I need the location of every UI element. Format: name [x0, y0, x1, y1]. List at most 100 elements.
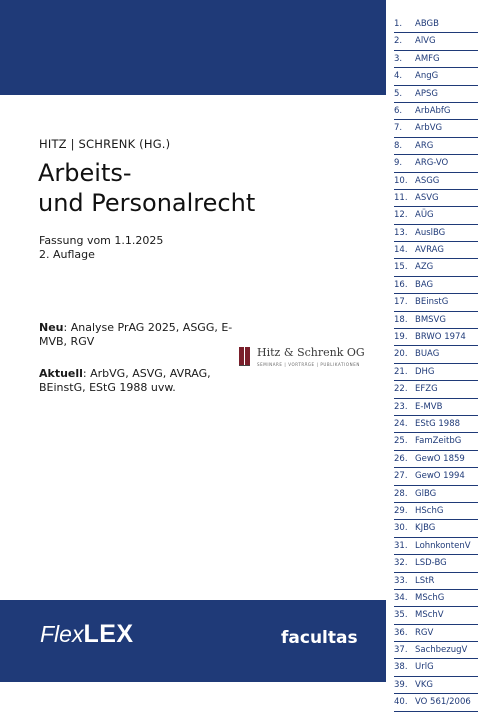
law-index-number: 38. — [394, 662, 408, 673]
edition-number: 2. Auflage — [39, 248, 95, 261]
law-index-number: 29. — [394, 505, 408, 516]
current-text: : ArbVG, ASVG, AVRAG, BEinstG, EStG 1988… — [39, 367, 211, 394]
new-label: Neu — [39, 321, 64, 334]
law-index-item: 27. GewO 1994 — [394, 468, 478, 486]
law-index-item: 38. UrlG — [394, 659, 478, 677]
law-index-name: EFZG — [415, 384, 438, 395]
law-index-item: 26. GewO 1859 — [394, 451, 478, 469]
law-index-name: VKG — [415, 679, 433, 690]
law-index-number: 15. — [394, 262, 408, 273]
law-index-item: 25. FamZeitbG — [394, 433, 478, 451]
series-brand: FlexLEX — [40, 620, 134, 649]
law-index-number: 35. — [394, 610, 408, 621]
law-index-name: ASGG — [415, 175, 440, 186]
law-index-item: 37. SachbezugV — [394, 642, 478, 660]
law-index-number: 36. — [394, 627, 408, 638]
law-index-number: 34. — [394, 592, 408, 603]
law-index-item: 28. GlBG — [394, 486, 478, 503]
law-index-item: 15. AZG — [394, 259, 478, 277]
law-index-number: 13. — [394, 227, 408, 238]
law-index-item: 17. BEinstG — [394, 294, 478, 312]
law-index-item: 33. LStR — [394, 573, 478, 590]
law-index-name: HSchG — [415, 505, 444, 516]
law-index-item: 30. KJBG — [394, 520, 478, 538]
law-index-number: 8. — [394, 140, 403, 151]
law-index-number: 31. — [394, 540, 408, 551]
brand-flex: Flex — [40, 621, 84, 647]
law-index-sidebar: 1. ABGB 2. AlVG 3. AMFG 4. AngG 5. APSG 6. ArbAbfG 7… — [386, 0, 480, 712]
law-index-item: 7. ArbVG — [394, 120, 478, 138]
law-index-number: 40. — [394, 697, 408, 708]
law-index-name: AVRAG — [415, 245, 444, 256]
law-index-number: 4. — [394, 71, 403, 82]
law-index-name: MSchG — [415, 592, 445, 603]
current-contents-note: Aktuell: ArbVG, ASVG, AVRAG, BEinstG, ES… — [39, 367, 239, 395]
law-index-name: ARG-VO — [415, 158, 449, 169]
law-index-name: ASVG — [415, 192, 439, 203]
law-index-number: 25. — [394, 436, 408, 447]
law-index-name: LSD-BG — [415, 558, 447, 569]
law-index-name: BUAG — [415, 349, 440, 360]
law-index-item: 39. VKG — [394, 677, 478, 695]
law-index-number: 10. — [394, 175, 408, 186]
law-index-number: 11. — [394, 192, 408, 203]
law-index-item: 3. AMFG — [394, 51, 478, 69]
law-index-name: UrlG — [415, 662, 434, 673]
law-index-item: 24. EStG 1988 — [394, 416, 478, 434]
law-index-name: E-MVB — [415, 401, 443, 412]
law-index-item: 11. ASVG — [394, 190, 478, 208]
law-index-item: 16. BAG — [394, 277, 478, 295]
law-index-number: 20. — [394, 349, 408, 360]
publisher-logo-tagline: SEMINARE | VORTRÄGE | PUBLIKATIONEN — [257, 362, 360, 367]
law-index-name: GewO 1859 — [415, 453, 465, 464]
law-index-name: APSG — [415, 88, 438, 99]
law-index-number: 33. — [394, 575, 408, 586]
law-index-name: GlBG — [415, 488, 437, 499]
law-index-name: VO 561/2006 — [415, 697, 471, 708]
law-index-name: DHG — [415, 366, 435, 377]
book-logo-icon — [239, 347, 250, 366]
law-index-item: 23. E-MVB — [394, 399, 478, 416]
law-index-name: RGV — [415, 627, 434, 638]
law-index-item: 34. MSchG — [394, 590, 478, 608]
law-index-number: 30. — [394, 523, 408, 534]
current-label: Aktuell — [39, 367, 83, 380]
law-index-item: 35. MSchV — [394, 607, 478, 625]
law-index-name: BRWO 1974 — [415, 332, 466, 343]
law-index-item: 19. BRWO 1974 — [394, 329, 478, 347]
book-title: Arbeits- und Personalrecht — [38, 158, 255, 218]
editors: HITZ | SCHRENK (HG.) — [39, 137, 171, 151]
law-index-number: 26. — [394, 453, 408, 464]
law-index-number: 16. — [394, 279, 408, 290]
law-index-number: 19. — [394, 332, 408, 343]
law-index-name: SachbezugV — [415, 645, 468, 656]
law-index-name: BEinstG — [415, 297, 449, 308]
edition-info: Fassung vom 1.1.2025 2. Auflage — [39, 234, 163, 262]
publisher-logo: Hitz & Schrenk OG SEMINARE | VORTRÄGE | … — [238, 345, 378, 371]
law-index-name: LStR — [415, 575, 435, 586]
law-index-name: AMFG — [415, 53, 440, 64]
law-index-number: 12. — [394, 210, 408, 221]
publisher-logo-name: Hitz & Schrenk OG — [257, 346, 365, 359]
law-index-name: ArbAbfG — [415, 105, 451, 116]
imprint-logo: facultas — [281, 628, 358, 648]
law-index-name: AÜG — [415, 210, 434, 221]
law-index-name: AZG — [415, 262, 434, 273]
law-index-item: 20. BUAG — [394, 346, 478, 364]
law-index-name: KJBG — [415, 523, 436, 534]
law-index-number: 18. — [394, 314, 408, 325]
law-index-number: 3. — [394, 53, 403, 64]
law-index-item: 6. ArbAbfG — [394, 103, 478, 121]
law-index-number: 27. — [394, 471, 408, 482]
law-index-number: 21. — [394, 366, 408, 377]
brand-lex: LEX — [83, 620, 134, 648]
law-index-item: 10. ASGG — [394, 173, 478, 190]
law-index-name: ArbVG — [415, 123, 443, 134]
law-index-item: 14. AVRAG — [394, 242, 478, 260]
law-index-name: AlVG — [415, 36, 436, 47]
law-index-number: 1. — [394, 19, 403, 29]
law-index-number: 6. — [394, 105, 403, 116]
law-index-item: 31. LohnkontenV — [394, 538, 478, 556]
law-index-name: LohnkontenV — [415, 540, 471, 551]
law-index-name: AngG — [415, 71, 439, 82]
